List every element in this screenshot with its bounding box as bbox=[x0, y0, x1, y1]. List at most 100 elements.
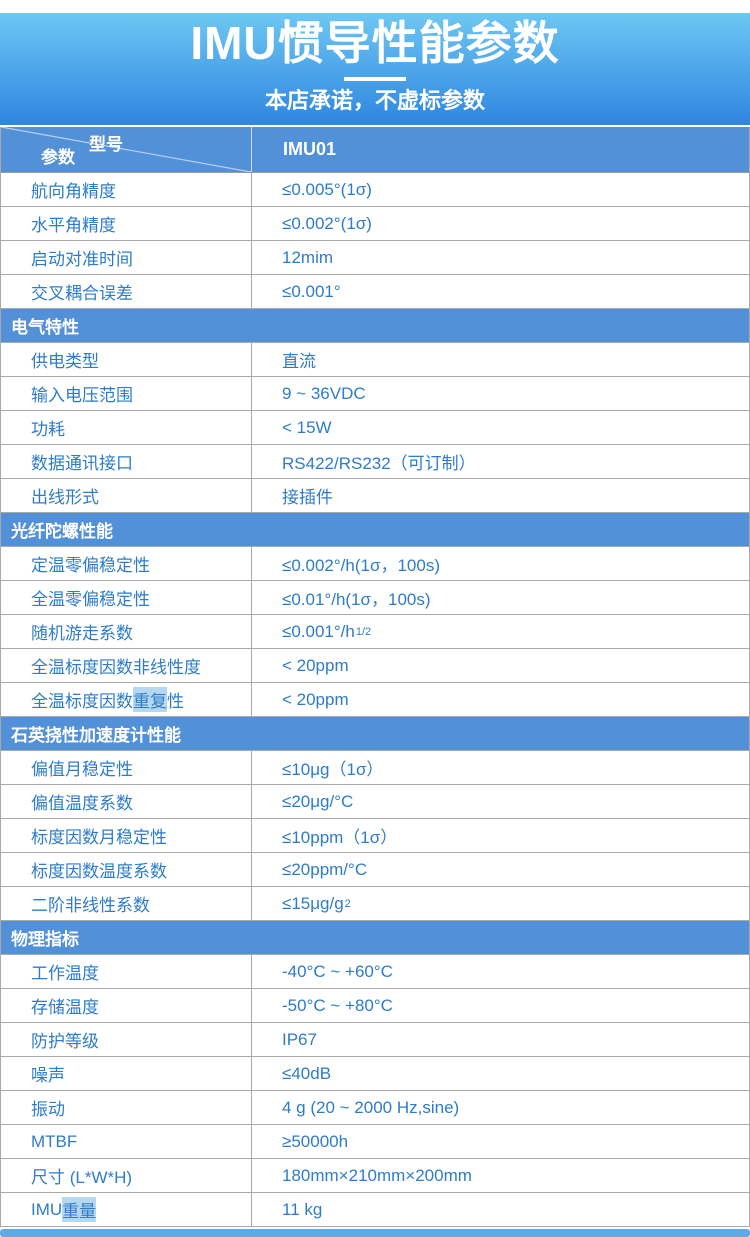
table-row: 工作温度 -40°C ~ +60°C bbox=[1, 955, 749, 989]
param-label-cell: 出线形式 bbox=[1, 479, 252, 512]
param-value-cell: ≤0.001°/h 1/2 bbox=[282, 621, 372, 641]
param-label-cell: 数据通讯接口 bbox=[1, 445, 252, 478]
param-value-cell: IP67 bbox=[282, 1029, 317, 1049]
param-value-cell: ≤10ppm（1σ） bbox=[282, 828, 398, 847]
page-subtitle: 本店承诺，不虚标参数 bbox=[264, 88, 485, 113]
param-value-cell: -40°C ~ +60°C bbox=[282, 961, 393, 981]
param-label-cell: 存储温度 bbox=[1, 989, 252, 1022]
param-value-cell: ≤0.001° bbox=[282, 281, 341, 301]
table-row: MTBF ≥50000h bbox=[1, 1125, 749, 1159]
table-row: 水平角精度 ≤0.002°(1σ) bbox=[1, 207, 749, 241]
spec-table: 型号 参数 IMU01 航向角精度 ≤0.005°(1σ) 水平角精度 ≤0.002°… bbox=[0, 127, 750, 1227]
param-label-cell: IMU 重量 bbox=[1, 1193, 252, 1226]
table-row: 标度因数月稳定性 ≤10ppm（1σ） bbox=[1, 819, 749, 853]
section-header: 物理指标 bbox=[1, 921, 749, 955]
table-row: 全温标度因数非线性度 < 20ppm bbox=[1, 649, 749, 683]
highlighted-text: 重量 bbox=[62, 1197, 97, 1222]
title-banner: IMU惯导性能参数 本店承诺，不虚标参数 bbox=[0, 13, 750, 125]
section-header: 石英挠性加速度计性能 bbox=[1, 717, 749, 751]
param-value-cell: 12mim bbox=[282, 247, 334, 267]
table-row: 交叉耦合误差 ≤0.001° bbox=[1, 275, 749, 309]
table-row: 振动 4 g (20 ~ 2000 Hz,sine) bbox=[1, 1091, 749, 1125]
param-label-cell: 二阶非线性系数 bbox=[1, 887, 252, 920]
title-divider bbox=[344, 77, 406, 81]
table-row: 随机游走系数 ≤0.001°/h 1/2 bbox=[1, 615, 749, 649]
param-label-cell: 标度因数月稳定性 bbox=[1, 819, 252, 852]
param-value-cell: ≤20ppm/°C bbox=[282, 859, 368, 879]
table-row: 偏值月稳定性 ≤10μg（1σ） bbox=[1, 751, 749, 785]
param-label-cell: 随机游走系数 bbox=[1, 615, 252, 648]
top-white-strip bbox=[0, 0, 750, 13]
table-row: 标度因数温度系数 ≤20ppm/°C bbox=[1, 853, 749, 887]
table-row: 功耗 < 15W bbox=[1, 411, 749, 445]
param-value-cell: ≤20μg/°C bbox=[282, 791, 354, 811]
header-diagonal-cell: 型号 参数 bbox=[1, 127, 252, 172]
param-label-cell: 水平角精度 bbox=[1, 207, 252, 240]
highlighted-text: 重复 bbox=[133, 687, 167, 712]
section-header: 电气特性 bbox=[1, 309, 749, 343]
diagonal-line bbox=[1, 127, 251, 172]
param-label-cell: 全温标度因数 重复性 bbox=[1, 683, 252, 716]
param-value-cell: < 20ppm bbox=[282, 689, 349, 709]
param-label-cell: 输入电压范围 bbox=[1, 377, 252, 410]
bottom-accent-bar bbox=[0, 1229, 750, 1237]
param-label-cell: 交叉耦合误差 bbox=[1, 275, 252, 308]
param-value-cell: 直流 bbox=[282, 352, 316, 371]
param-value-cell: -50°C ~ +80°C bbox=[282, 995, 393, 1015]
param-label-cell: 定温零偏稳定性 bbox=[1, 547, 252, 580]
param-label-cell: 防护等级 bbox=[1, 1023, 252, 1056]
param-value-cell: ≤15μg/g 2 bbox=[282, 893, 351, 913]
table-row: 出线形式 接插件 bbox=[1, 479, 749, 513]
param-label-cell: 标度因数温度系数 bbox=[1, 853, 252, 886]
param-label-cell: 尺寸 (L*W*H) bbox=[1, 1159, 252, 1192]
table-row: 存储温度 -50°C ~ +80°C bbox=[1, 989, 749, 1023]
param-value-cell: 11 kg bbox=[282, 1199, 323, 1219]
param-label-cell: 偏值月稳定性 bbox=[1, 751, 252, 784]
table-row: 偏值温度系数 ≤20μg/°C bbox=[1, 785, 749, 819]
table-row: IMU 重量 11 kg bbox=[1, 1193, 749, 1227]
table-row: 全温零偏稳定性 ≤0.01°/h(1σ，100s) bbox=[1, 581, 749, 615]
table-row: 二阶非线性系数 ≤15μg/g 2 bbox=[1, 887, 749, 921]
table-row: 输入电压范围 9 ~ 36VDC bbox=[1, 377, 749, 411]
spec-table-body: 航向角精度 ≤0.005°(1σ) 水平角精度 ≤0.002°(1σ) 启动对准时间 12… bbox=[1, 173, 749, 1227]
param-label-cell: 噪声 bbox=[1, 1057, 252, 1090]
page-title: IMU惯导性能参数 bbox=[190, 17, 560, 69]
param-value-cell: 接插件 bbox=[282, 488, 333, 507]
param-value-cell: < 20ppm bbox=[282, 655, 349, 675]
header-model-label: 型号 bbox=[89, 135, 123, 154]
param-value-cell: 4 g (20 ~ 2000 Hz,sine) bbox=[282, 1097, 460, 1117]
table-row: 防护等级 IP67 bbox=[1, 1023, 749, 1057]
section-header: 光纤陀螺性能 bbox=[1, 513, 749, 547]
param-label-cell: 偏值温度系数 bbox=[1, 785, 252, 818]
table-row: 尺寸 (L*W*H) 180mm×210mm×200mm bbox=[1, 1159, 749, 1193]
param-label-cell: 供电类型 bbox=[1, 343, 252, 376]
param-value-cell: ≤10μg（1σ） bbox=[282, 760, 384, 779]
param-value-cell: 180mm×210mm×200mm bbox=[282, 1165, 472, 1185]
table-header-row: 型号 参数 IMU01 bbox=[1, 127, 749, 173]
param-value-cell: ≤0.005°(1σ) bbox=[282, 179, 372, 199]
param-value-cell: ≥50000h bbox=[282, 1131, 349, 1151]
param-value-cell: ≤0.002°/h(1σ，100s) bbox=[282, 556, 440, 575]
table-row: 航向角精度 ≤0.005°(1σ) bbox=[1, 173, 749, 207]
param-value-cell: ≤0.01°/h(1σ，100s) bbox=[282, 590, 431, 609]
table-row: 数据通讯接口 RS422/RS232（可订制） bbox=[1, 445, 749, 479]
param-label-cell: 启动对准时间 bbox=[1, 241, 252, 274]
table-row: 定温零偏稳定性 ≤0.002°/h(1σ，100s) bbox=[1, 547, 749, 581]
param-label-cell: MTBF bbox=[1, 1125, 252, 1158]
table-row: 全温标度因数 重复性 < 20ppm bbox=[1, 683, 749, 717]
table-row: 噪声 ≤40dB bbox=[1, 1057, 749, 1091]
param-label-cell: 功耗 bbox=[1, 411, 252, 444]
param-label-cell: 振动 bbox=[1, 1091, 252, 1124]
header-model-value: IMU01 bbox=[283, 139, 337, 159]
param-label-cell: 航向角精度 bbox=[1, 173, 252, 206]
table-row: 供电类型 直流 bbox=[1, 343, 749, 377]
param-value-cell: ≤0.002°(1σ) bbox=[282, 213, 372, 233]
param-label-cell: 全温标度因数非线性度 bbox=[1, 649, 252, 682]
param-label-cell: 全温零偏稳定性 bbox=[1, 581, 252, 614]
param-value-cell: ≤40dB bbox=[282, 1063, 332, 1083]
param-value-cell: RS422/RS232（可订制） bbox=[282, 454, 476, 473]
header-param-label: 参数 bbox=[41, 148, 75, 167]
table-row: 启动对准时间 12mim bbox=[1, 241, 749, 275]
param-label-cell: 工作温度 bbox=[1, 955, 252, 988]
param-value-cell: 9 ~ 36VDC bbox=[282, 383, 366, 403]
